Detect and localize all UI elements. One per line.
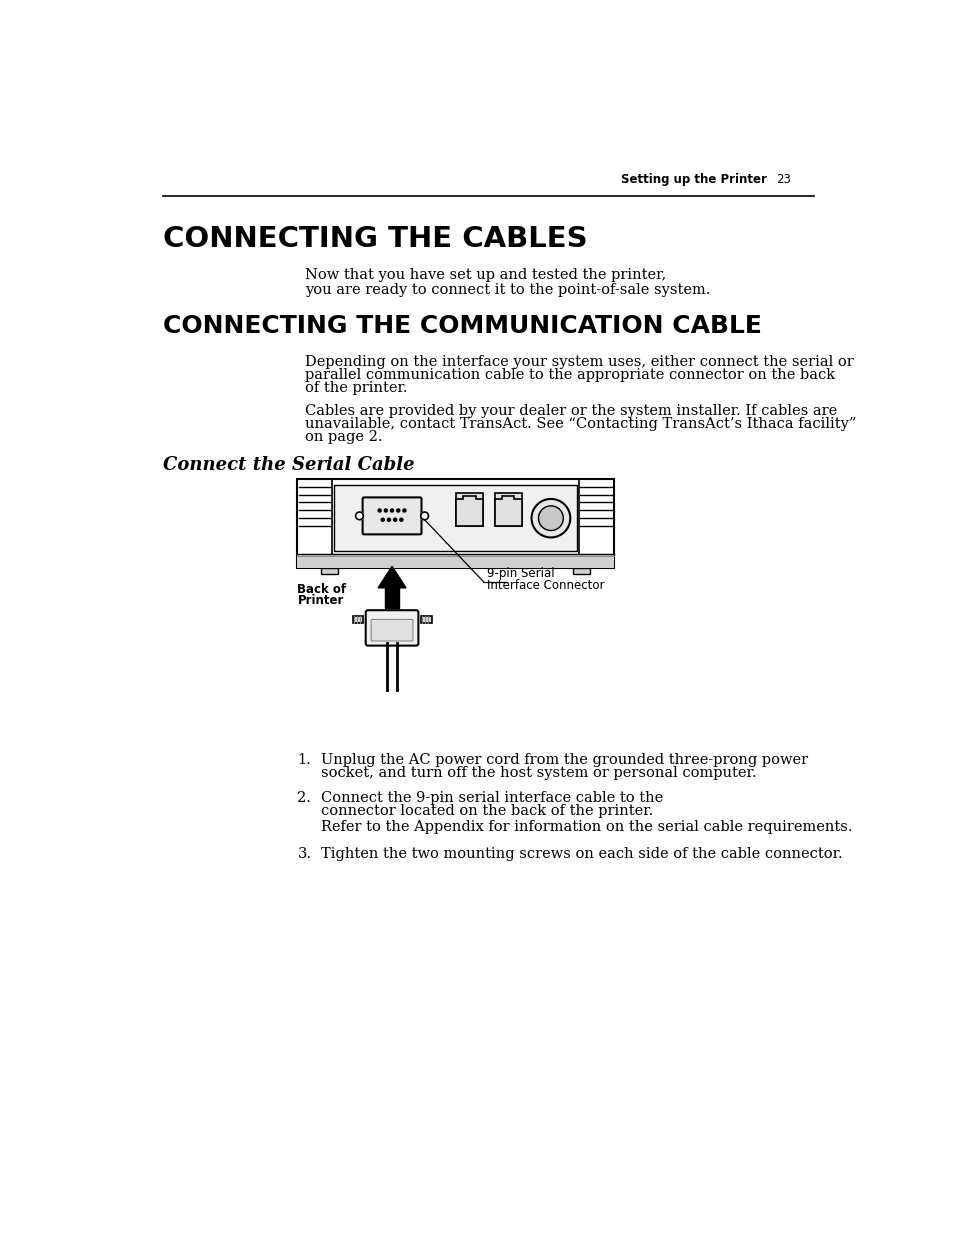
Text: Tighten the two mounting screws on each side of the cable connector.: Tighten the two mounting screws on each … xyxy=(320,846,841,861)
Bar xyxy=(420,615,431,624)
Bar xyxy=(578,479,613,568)
Text: unavailable, contact TransAct. See “Contacting TransAct’s Ithaca facility”: unavailable, contact TransAct. See “Cont… xyxy=(305,417,856,431)
Circle shape xyxy=(396,509,399,513)
Bar xyxy=(297,479,332,568)
Text: Cables are provided by your dealer or the system installer. If cables are: Cables are provided by your dealer or th… xyxy=(305,404,837,417)
Bar xyxy=(573,568,590,574)
Text: Printer: Printer xyxy=(297,594,343,608)
Bar xyxy=(456,493,482,526)
Text: 9-pin Serial: 9-pin Serial xyxy=(487,567,555,580)
Text: CONNECTING THE CABLES: CONNECTING THE CABLES xyxy=(163,225,587,253)
Bar xyxy=(297,555,613,568)
Text: connector located on the back of the printer.: connector located on the back of the pri… xyxy=(320,804,652,819)
Circle shape xyxy=(381,519,384,521)
Circle shape xyxy=(399,519,402,521)
Text: of the printer.: of the printer. xyxy=(305,380,407,395)
Text: parallel communication cable to the appropriate connector on the back: parallel communication cable to the appr… xyxy=(305,368,835,382)
Text: you are ready to connect it to the point-of-sale system.: you are ready to connect it to the point… xyxy=(305,283,710,296)
Text: on page 2.: on page 2. xyxy=(305,430,382,445)
Text: Now that you have set up and tested the printer,: Now that you have set up and tested the … xyxy=(305,268,666,282)
Polygon shape xyxy=(377,567,406,588)
Circle shape xyxy=(531,499,570,537)
Polygon shape xyxy=(456,496,482,526)
Bar xyxy=(353,615,363,624)
Bar xyxy=(385,588,398,608)
Text: CONNECTING THE COMMUNICATION CABLE: CONNECTING THE COMMUNICATION CABLE xyxy=(163,314,761,337)
Circle shape xyxy=(537,506,562,531)
Text: socket, and turn off the host system or personal computer.: socket, and turn off the host system or … xyxy=(320,766,756,779)
Bar xyxy=(320,568,337,574)
Text: Interface Connector: Interface Connector xyxy=(487,579,604,593)
Circle shape xyxy=(394,519,396,521)
Circle shape xyxy=(390,509,394,513)
Bar xyxy=(334,485,577,551)
Text: 2.: 2. xyxy=(297,792,311,805)
Text: Setting up the Printer: Setting up the Printer xyxy=(620,173,766,185)
Bar xyxy=(495,493,521,526)
Text: 3.: 3. xyxy=(297,846,312,861)
Bar xyxy=(297,479,613,568)
Circle shape xyxy=(402,509,406,513)
Text: Depending on the interface your system uses, either connect the serial or: Depending on the interface your system u… xyxy=(305,354,853,368)
Circle shape xyxy=(355,513,363,520)
Circle shape xyxy=(387,519,390,521)
FancyBboxPatch shape xyxy=(365,610,418,646)
Text: 23: 23 xyxy=(776,173,790,185)
Circle shape xyxy=(377,509,381,513)
Text: Unplug the AC power cord from the grounded three-prong power: Unplug the AC power cord from the ground… xyxy=(320,752,807,767)
Circle shape xyxy=(384,509,387,513)
Text: 1.: 1. xyxy=(297,752,311,767)
FancyBboxPatch shape xyxy=(371,620,413,641)
Text: Refer to the Appendix for information on the serial cable requirements.: Refer to the Appendix for information on… xyxy=(320,820,851,835)
Polygon shape xyxy=(495,496,521,526)
Text: Connect the Serial Cable: Connect the Serial Cable xyxy=(163,456,415,474)
Circle shape xyxy=(420,513,428,520)
Text: Back of: Back of xyxy=(297,583,346,597)
Text: Connect the 9-pin serial interface cable to the: Connect the 9-pin serial interface cable… xyxy=(320,792,662,805)
FancyBboxPatch shape xyxy=(362,498,421,535)
